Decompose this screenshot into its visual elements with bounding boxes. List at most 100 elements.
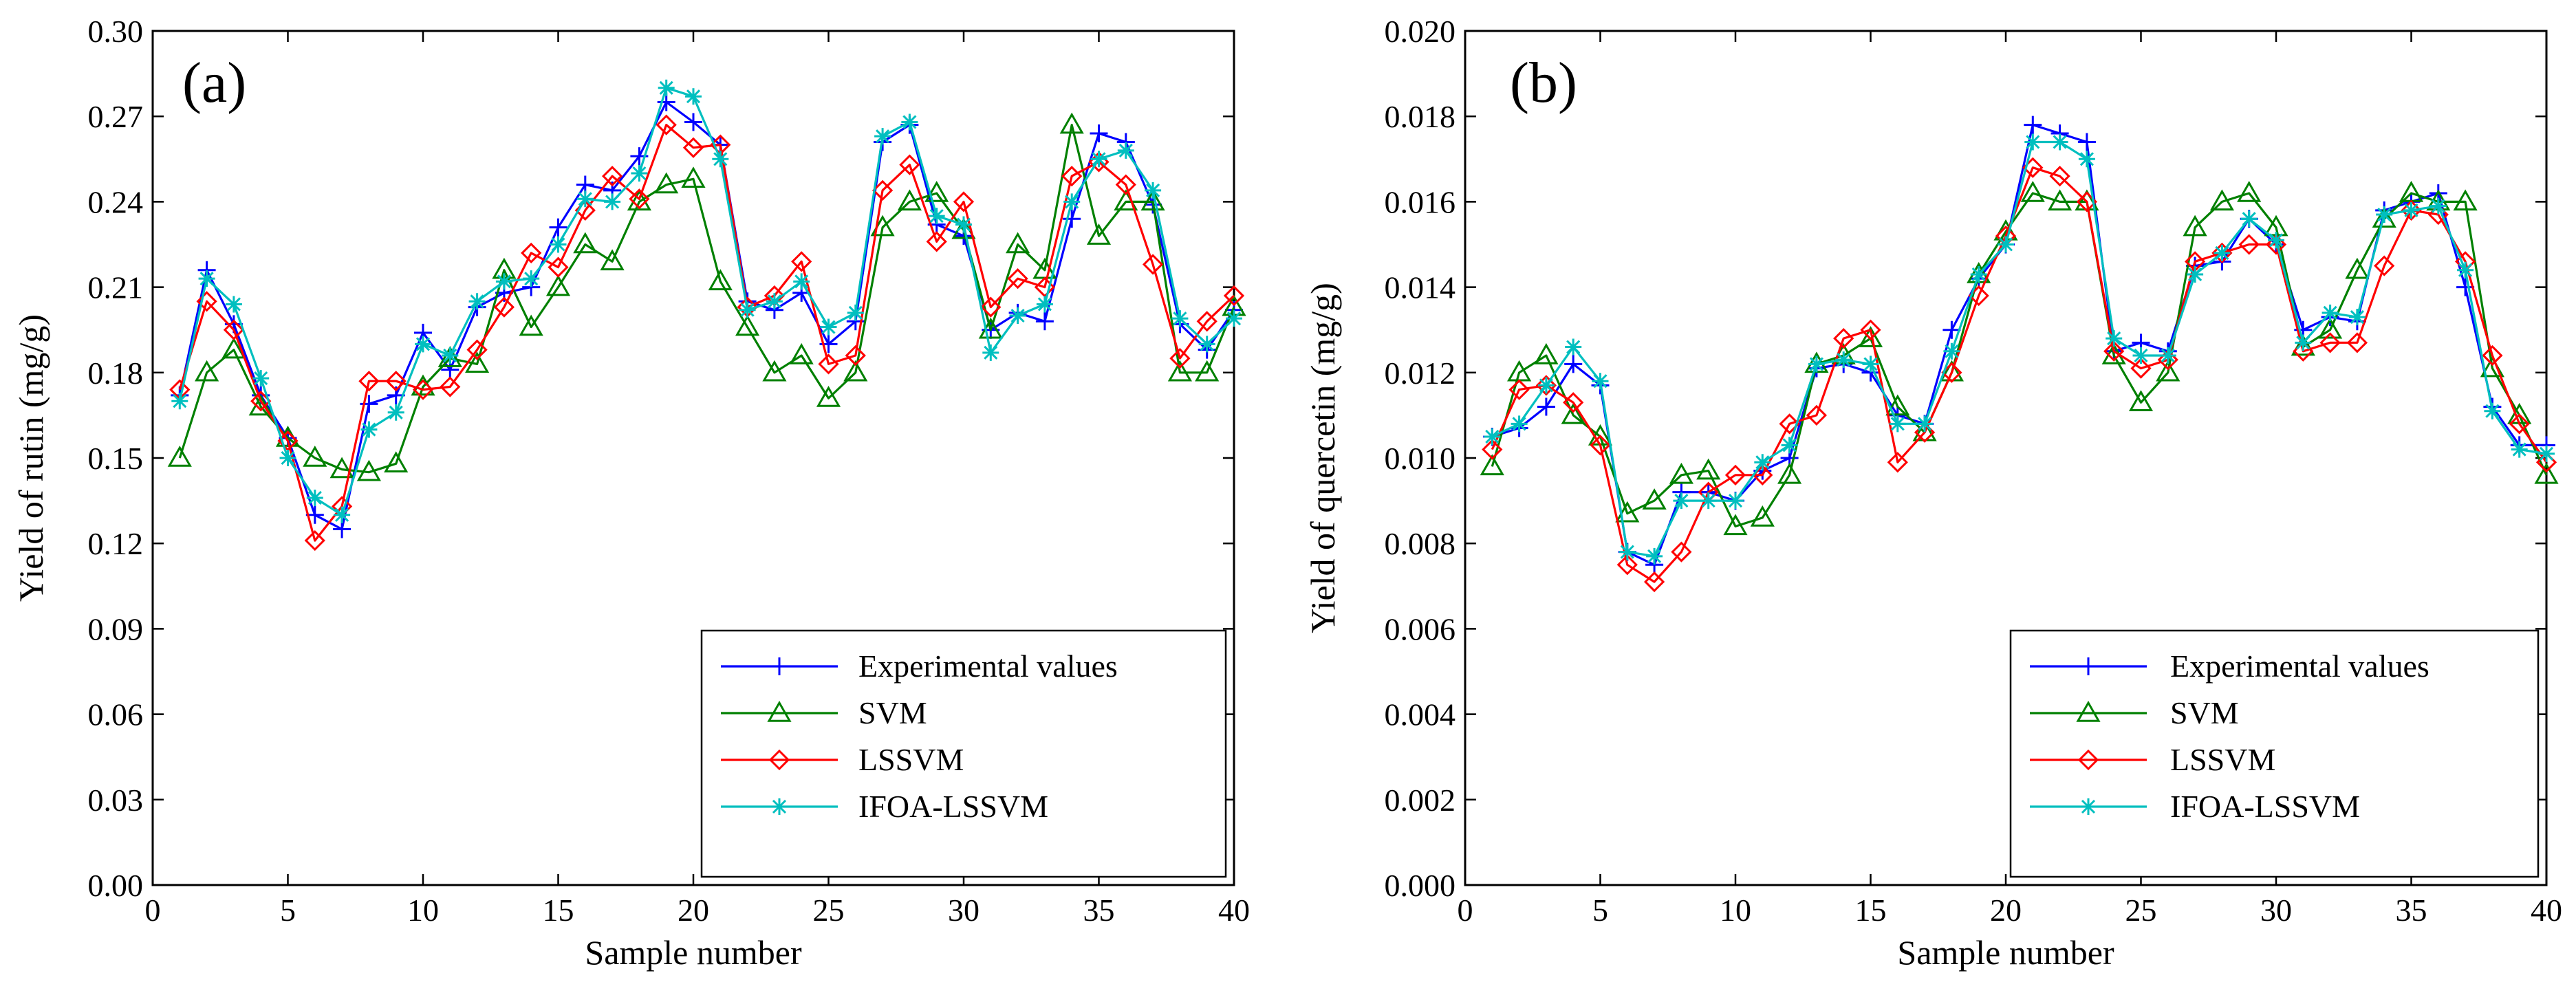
x-axis-label: Sample number (585, 933, 802, 972)
asterisk-marker (1808, 356, 1825, 373)
triangle-marker (897, 189, 922, 211)
asterisk-marker (2457, 261, 2474, 279)
asterisk-marker (2484, 402, 2501, 419)
asterisk-marker (225, 296, 242, 313)
diamond-marker (2319, 332, 2341, 353)
diamond-marker (2509, 413, 2530, 435)
triangle-marker (735, 314, 760, 336)
diamond-marker (1833, 327, 1854, 349)
asterisk-marker (171, 393, 188, 410)
asterisk-marker (1673, 492, 1690, 510)
asterisk-marker (928, 208, 945, 225)
legend-items: Experimental values SVM LSSVM IFOA-LSSVM (2030, 648, 2429, 824)
y-tick-label: 0.012 (1385, 356, 1456, 391)
asterisk-marker (442, 347, 459, 364)
plus-marker (2079, 657, 2097, 675)
series-line (1491, 166, 2548, 583)
asterisk-marker (1063, 193, 1081, 210)
triangle-marker (1167, 360, 1192, 382)
asterisk-marker (576, 190, 594, 208)
series-svm (167, 112, 1246, 481)
asterisk-marker (2321, 304, 2339, 321)
diamond-marker (926, 231, 947, 252)
panel-label: (b) (1510, 51, 1577, 115)
asterisk-marker (1970, 265, 1987, 283)
triangle-marker (1006, 232, 1030, 254)
triangle-marker (195, 360, 219, 382)
diamond-marker (872, 179, 894, 201)
triangle-marker (221, 337, 246, 359)
asterisk-marker (252, 370, 270, 387)
triangle-marker (1195, 360, 1220, 382)
x-tick-label: 0 (1458, 893, 1473, 928)
legend-item: IFOA-LSSVM (721, 789, 1048, 824)
asterisk-marker (1198, 336, 1215, 353)
asterisk-marker (1117, 142, 1134, 159)
asterisk-marker (1511, 415, 1528, 433)
series-layer (1480, 116, 2559, 593)
x-axis-label: Sample number (1897, 933, 2114, 972)
asterisk-marker (2132, 347, 2150, 364)
legend-item: IFOA-LSSVM (2030, 789, 2360, 824)
y-tick-label: 0.12 (88, 526, 144, 561)
plus-marker (576, 175, 594, 194)
asterisk-marker (793, 273, 810, 290)
plus-marker (333, 520, 351, 538)
diamond-marker (2346, 332, 2368, 353)
asterisk-marker (2376, 206, 2393, 223)
diamond-marker (953, 191, 975, 212)
triangle-marker (1885, 394, 1910, 416)
asterisk-marker (468, 293, 486, 310)
triangle-marker (1777, 462, 1802, 484)
diamond-marker (1860, 319, 1881, 340)
legend-label: IFOA-LSSVM (858, 789, 1048, 824)
x-tick-label: 10 (407, 893, 439, 928)
y-tick-label: 0.006 (1385, 611, 1456, 646)
asterisk-marker (820, 318, 837, 336)
diamond-marker (2103, 340, 2125, 362)
asterisk-marker (2429, 197, 2447, 215)
diamond-marker (223, 319, 245, 340)
legend-label: Experimental values (2170, 648, 2429, 684)
asterisk-marker (2348, 309, 2366, 326)
triangle-marker (303, 445, 327, 467)
triangle-marker (816, 386, 841, 407)
asterisk-marker (1889, 415, 1906, 433)
triangle-marker (2453, 189, 2478, 211)
legend-item: SVM (2030, 695, 2239, 730)
y-tick-label: 0.06 (88, 697, 144, 732)
y-tick-label: 0.000 (1385, 868, 1456, 903)
legend-item: LSSVM (721, 742, 964, 777)
diamond-marker (1007, 268, 1028, 290)
series-line (178, 100, 1235, 531)
diamond-marker (2238, 234, 2260, 255)
diamond-marker (2401, 199, 2422, 221)
asterisk-marker (874, 128, 891, 145)
triangle-marker (1086, 223, 1112, 245)
triangle-marker (356, 459, 381, 481)
x-tick-label: 15 (543, 893, 574, 928)
y-axis-label: Yield of quercetin (mg/g) (1303, 283, 1342, 633)
triangle-marker (600, 249, 625, 271)
diamond-marker (412, 379, 434, 400)
asterisk-marker (550, 236, 567, 253)
legend-label: SVM (858, 695, 927, 730)
diamond-marker (1616, 554, 1638, 576)
asterisk-marker (279, 450, 296, 466)
diamond-marker (768, 749, 790, 771)
triangle-marker (843, 360, 868, 382)
asterisk-marker (306, 489, 323, 506)
diamond-marker (1779, 413, 1800, 435)
triangle-marker (437, 346, 462, 367)
series-line (178, 87, 1235, 516)
diamond-marker (899, 154, 920, 175)
series-ifoa (1484, 133, 2555, 565)
asterisk-marker (1090, 151, 1107, 168)
x-tick-label: 5 (280, 893, 296, 928)
asterisk-marker (1226, 310, 1242, 327)
triangle-marker (1140, 189, 1165, 211)
diamond-marker (1535, 375, 1557, 396)
triangle-marker (1480, 454, 1504, 476)
triangle-marker (2534, 462, 2559, 484)
